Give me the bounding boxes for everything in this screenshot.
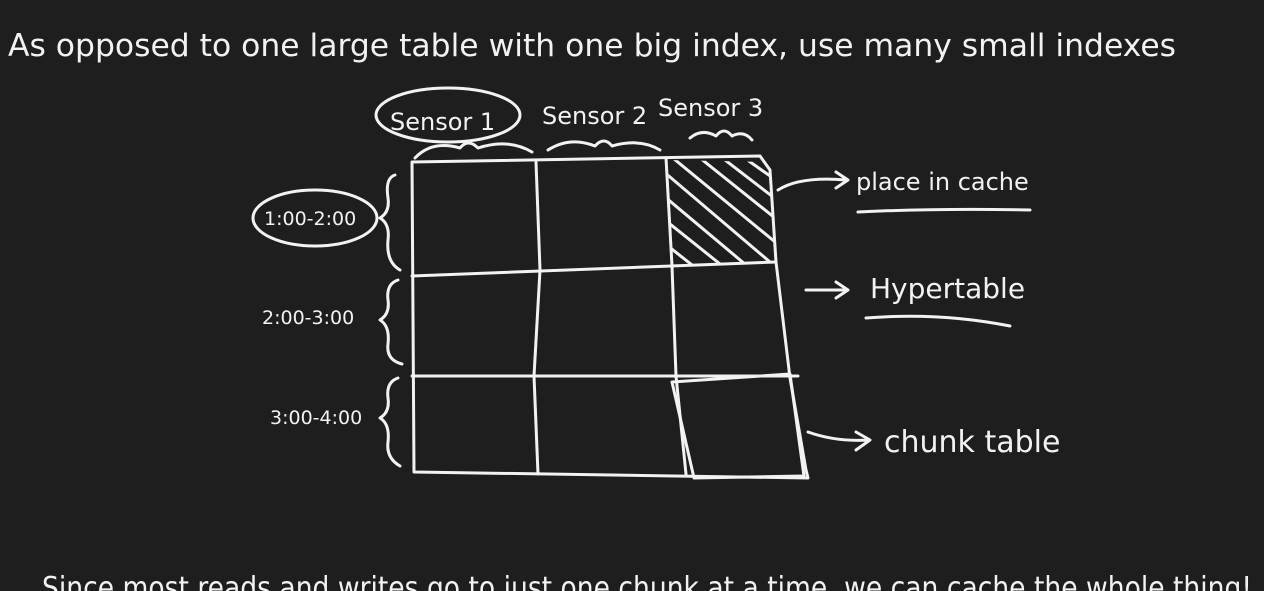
annotation-hypertable: Hypertable [870, 272, 1025, 305]
sensor-1-circle [374, 86, 522, 144]
row-label-1: 1:00-2:00 [264, 208, 356, 230]
annotation-chunk: chunk table [884, 425, 1060, 460]
row-brace-3 [378, 376, 402, 468]
column-label-sensor-1: Sensor 1 [390, 108, 495, 136]
row-brace-2 [378, 278, 404, 366]
grid-col-line-1 [532, 160, 542, 476]
row-label-2: 2:00-3:00 [262, 307, 354, 329]
column-brace-3 [688, 129, 754, 142]
cached-cell-hatching [668, 160, 776, 266]
annotation-cache: place in cache [856, 168, 1029, 196]
column-brace-2 [546, 139, 662, 152]
column-brace-1 [413, 141, 534, 160]
chunk-arrow [806, 430, 872, 452]
footer-text: Since most reads and writes go to just o… [42, 571, 1252, 591]
grid-outer-border [410, 154, 810, 480]
heading-text: As opposed to one large table with one b… [8, 28, 1176, 64]
column-label-sensor-2: Sensor 2 [542, 102, 647, 130]
row-1-circle [251, 188, 379, 248]
grid-row-line-1 [410, 260, 778, 278]
column-label-sensor-3: Sensor 3 [658, 94, 763, 122]
row-label-3: 3:00-4:00 [270, 407, 362, 429]
chunk-cell-outline [670, 372, 806, 480]
cache-arrow [776, 170, 850, 192]
row-brace-1 [378, 173, 402, 272]
hypertable-arrow [804, 280, 850, 300]
hypertable-underline [864, 314, 1012, 328]
cache-underline [856, 207, 1032, 214]
